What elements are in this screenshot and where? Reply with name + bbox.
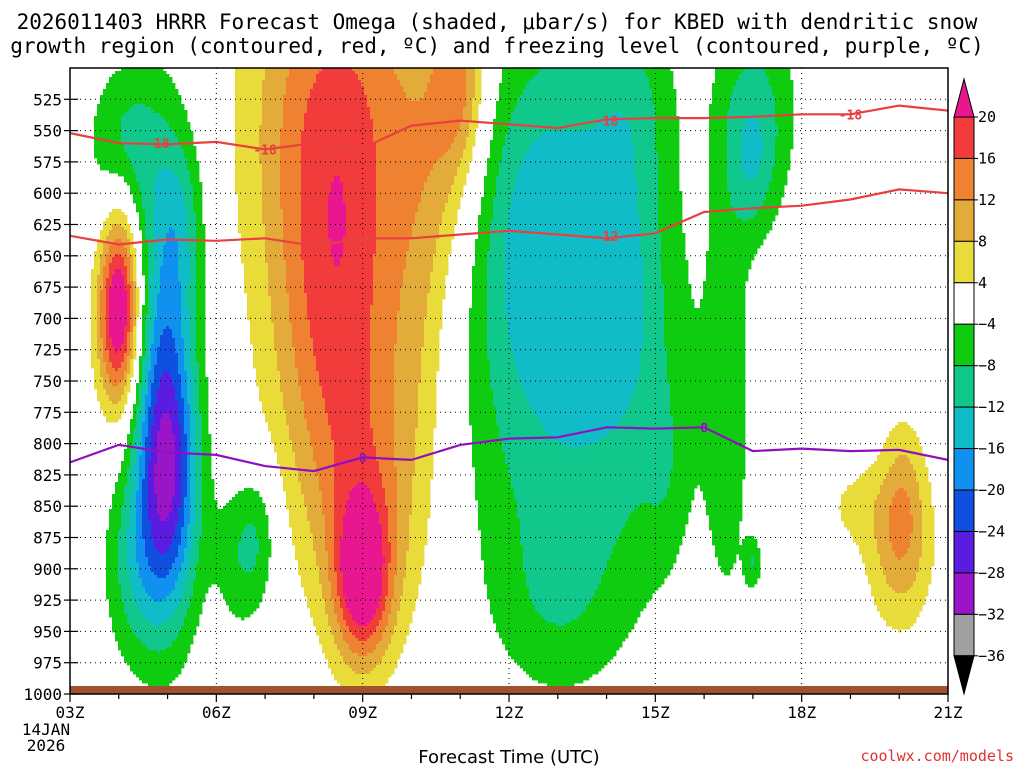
y-tick-label: 900 <box>33 560 62 579</box>
colorbar-label: −8 <box>978 357 996 375</box>
colorbar-bin <box>953 365 975 408</box>
y-tick-label: 825 <box>33 466 62 485</box>
colorbar-label: −28 <box>978 564 1005 582</box>
colorbar-bin <box>953 240 975 284</box>
omega-shading <box>91 68 935 694</box>
x-tick-label: 06Z <box>202 703 231 722</box>
colorbar-bin <box>953 199 975 242</box>
y-tick-label: 650 <box>33 247 62 266</box>
y-tick-label: 600 <box>33 184 62 203</box>
y-tick-label: 675 <box>33 278 62 297</box>
colorbar-label: −24 <box>978 522 1005 540</box>
contour-label--18: -18 <box>595 115 619 130</box>
contour-label--18: -18 <box>146 137 170 152</box>
colorbar-bin <box>953 448 975 491</box>
colorbar-bin <box>953 489 975 532</box>
contour--18 <box>70 104 948 151</box>
y-tick-label: 800 <box>33 435 62 454</box>
y-tick-label: 525 <box>33 90 62 109</box>
y-tick-label: 925 <box>33 591 62 610</box>
ground-surface <box>70 686 948 694</box>
colorbar-bin <box>953 323 975 367</box>
colorbar-label: 16 <box>978 149 996 167</box>
y-tick-label: 775 <box>33 403 62 422</box>
colorbar-bin <box>953 406 975 450</box>
colorbar-bin <box>953 530 975 574</box>
x-tick-label: 18Z <box>787 703 816 722</box>
contour-label-0: 0 <box>700 421 708 436</box>
colorbar-top-arrow <box>953 77 975 118</box>
y-tick-label: 850 <box>33 497 62 516</box>
contour-label-0: 0 <box>359 451 367 466</box>
x-tick-label: 09Z <box>348 703 377 722</box>
colorbar-label: −32 <box>978 605 1005 623</box>
y-tick-label: 625 <box>33 216 62 235</box>
colorbar-label: 8 <box>978 232 987 250</box>
y-tick-label: 700 <box>33 309 62 328</box>
colorbar-bottom-arrow <box>953 655 975 696</box>
colorbar-label: −4 <box>978 315 996 333</box>
x-tick-label: 15Z <box>641 703 670 722</box>
y-tick-label: 875 <box>33 529 62 548</box>
y-axis: 525 550 575 600 625 650 675 700 725 750 775 800 825 8… <box>23 90 78 704</box>
x-tick-label: 03Z <box>56 703 85 722</box>
x-axis-title: Forecast Time (UTC) <box>418 747 599 768</box>
colorbar-bin <box>953 116 975 159</box>
colorbar-label: 12 <box>978 191 996 209</box>
contour-labels: -18 -18 -18 -18 -12 -12 0 0 <box>146 108 863 466</box>
y-tick-label: 950 <box>33 622 62 641</box>
colorbar-label: −16 <box>978 440 1005 458</box>
y-tick-label: 725 <box>33 341 62 360</box>
colorbar-label: −12 <box>978 398 1005 416</box>
y-tick-label: 975 <box>33 654 62 673</box>
contour-label--12: -12 <box>595 230 618 245</box>
colorbar-label: 4 <box>978 274 987 292</box>
colorbar-bin <box>953 282 975 325</box>
colorbar: 20 16 12 8 4 −4 −8 −12 −16 −20 −24 −28 −32 −36 <box>953 77 1005 696</box>
y-tick-label: 550 <box>33 122 62 141</box>
contour-lines <box>70 104 948 473</box>
date-label-day: 14JAN <box>22 720 70 739</box>
colorbar-label: −36 <box>978 647 1005 665</box>
colorbar-label: 20 <box>978 108 996 126</box>
contour-label--18: -18 <box>839 108 863 123</box>
colorbar-bin <box>953 157 975 201</box>
chart-title-line2: growth region (contoured, red, ºC) and f… <box>10 34 984 58</box>
chart-title-line1: 2026011403 HRRR Forecast Omega (shaded, … <box>17 10 978 34</box>
date-label-year: 2026 <box>27 736 66 755</box>
contour-label--12: -12 <box>351 232 374 247</box>
contour--12 <box>70 188 948 247</box>
colorbar-bin <box>953 572 975 615</box>
colorbar-label: −20 <box>978 481 1005 499</box>
x-axis: 03Z 06Z 09Z 12Z 15Z 18Z 21Z <box>56 694 963 722</box>
y-tick-label: 575 <box>33 153 62 172</box>
credit-text: coolwx.com/models <box>860 747 1014 765</box>
colorbar-bin <box>953 613 975 657</box>
y-tick-label: 1000 <box>23 685 62 704</box>
contour-0 <box>70 426 948 473</box>
x-tick-label: 12Z <box>495 703 524 722</box>
contour-label--18: -18 <box>253 143 277 158</box>
x-tick-label: 21Z <box>934 703 963 722</box>
y-tick-label: 750 <box>33 372 62 391</box>
